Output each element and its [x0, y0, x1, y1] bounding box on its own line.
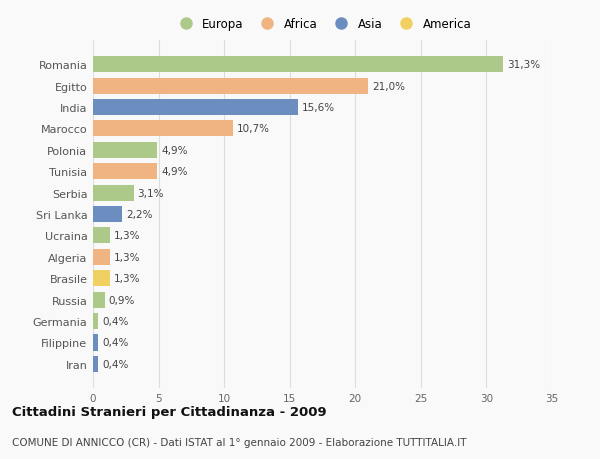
Bar [93, 271, 110, 287]
Text: COMUNE DI ANNICCO (CR) - Dati ISTAT al 1° gennaio 2009 - Elaborazione TUTTITALIA: COMUNE DI ANNICCO (CR) - Dati ISTAT al 1… [12, 437, 467, 448]
Bar [93, 228, 110, 244]
Bar [93, 207, 122, 223]
Bar [93, 57, 503, 73]
Text: 3,1%: 3,1% [137, 188, 164, 198]
Text: 4,9%: 4,9% [161, 167, 188, 177]
Bar [93, 185, 134, 201]
Bar [93, 249, 110, 265]
Text: 21,0%: 21,0% [373, 81, 406, 91]
Text: 1,3%: 1,3% [114, 274, 140, 284]
Text: 31,3%: 31,3% [508, 60, 541, 70]
Text: 10,7%: 10,7% [237, 124, 270, 134]
Text: 15,6%: 15,6% [302, 103, 335, 113]
Bar [93, 164, 157, 180]
Bar [93, 142, 157, 158]
Bar [93, 356, 98, 372]
Bar [93, 100, 298, 116]
Bar [93, 313, 98, 330]
Text: Cittadini Stranieri per Cittadinanza - 2009: Cittadini Stranieri per Cittadinanza - 2… [12, 405, 326, 418]
Bar [93, 78, 368, 95]
Text: 1,3%: 1,3% [114, 231, 140, 241]
Text: 0,4%: 0,4% [102, 316, 128, 326]
Text: 0,9%: 0,9% [109, 295, 135, 305]
Bar [93, 292, 105, 308]
Text: 0,4%: 0,4% [102, 359, 128, 369]
Bar [93, 121, 233, 137]
Bar [93, 335, 98, 351]
Text: 1,3%: 1,3% [114, 252, 140, 262]
Text: 0,4%: 0,4% [102, 338, 128, 348]
Text: 2,2%: 2,2% [126, 210, 152, 219]
Legend: Europa, Africa, Asia, America: Europa, Africa, Asia, America [174, 18, 471, 31]
Text: 4,9%: 4,9% [161, 146, 188, 156]
